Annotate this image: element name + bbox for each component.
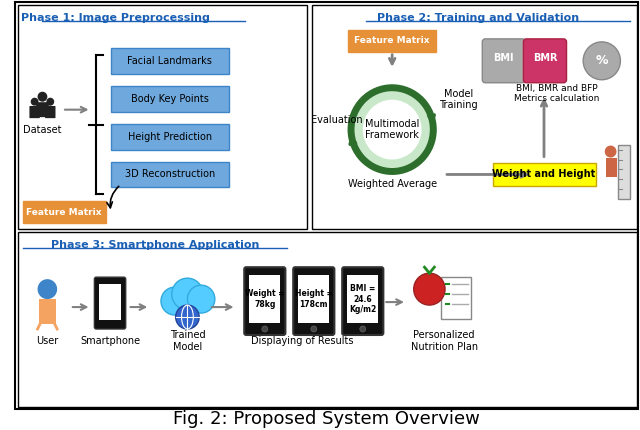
- Circle shape: [38, 92, 47, 101]
- Text: %: %: [596, 54, 608, 68]
- Text: Feature Matrix: Feature Matrix: [355, 37, 430, 46]
- Circle shape: [583, 42, 620, 80]
- Text: 3D Reconstruction: 3D Reconstruction: [125, 169, 215, 179]
- Bar: [111, 86, 228, 112]
- Circle shape: [311, 326, 317, 332]
- Circle shape: [351, 88, 433, 172]
- Text: Height =
178cm: Height = 178cm: [295, 289, 333, 309]
- Circle shape: [363, 100, 422, 160]
- Text: Facial Landmarks: Facial Landmarks: [127, 56, 212, 66]
- Text: Dataset: Dataset: [23, 125, 61, 135]
- Circle shape: [172, 278, 203, 310]
- Circle shape: [413, 273, 445, 305]
- Text: Evaluation: Evaluation: [310, 115, 362, 125]
- Text: Smartphone: Smartphone: [80, 336, 140, 346]
- FancyBboxPatch shape: [29, 106, 40, 118]
- Bar: [111, 124, 228, 150]
- Bar: [18, 232, 637, 407]
- Circle shape: [262, 326, 268, 332]
- Text: BMI =
24.6
Kg/m2: BMI = 24.6 Kg/m2: [349, 284, 376, 314]
- Text: Feature Matrix: Feature Matrix: [26, 208, 102, 217]
- Text: BMR: BMR: [532, 53, 557, 63]
- FancyBboxPatch shape: [244, 267, 285, 335]
- FancyBboxPatch shape: [293, 267, 334, 335]
- Bar: [493, 163, 596, 187]
- FancyBboxPatch shape: [36, 102, 49, 117]
- Text: Fig. 2: Proposed System Overview: Fig. 2: Proposed System Overview: [173, 410, 480, 428]
- Bar: [111, 48, 228, 74]
- Text: Weight =
78kg: Weight = 78kg: [245, 289, 285, 309]
- Bar: [605, 157, 618, 178]
- Bar: [312, 5, 637, 229]
- Text: Multimodal
Framework: Multimodal Framework: [365, 119, 419, 141]
- Bar: [298, 275, 330, 323]
- Bar: [23, 201, 106, 223]
- Bar: [111, 162, 228, 187]
- Text: Weighted Average: Weighted Average: [348, 179, 436, 190]
- Text: Trained
Model: Trained Model: [170, 330, 205, 352]
- Bar: [18, 5, 307, 229]
- Text: Weight and Height: Weight and Height: [492, 169, 596, 179]
- Text: Phase 2: Training and Validation: Phase 2: Training and Validation: [378, 13, 579, 23]
- Text: Height Prediction: Height Prediction: [128, 132, 212, 141]
- Circle shape: [360, 326, 365, 332]
- FancyBboxPatch shape: [524, 39, 566, 83]
- FancyBboxPatch shape: [94, 277, 125, 329]
- FancyBboxPatch shape: [342, 267, 383, 335]
- Text: Model
Training: Model Training: [440, 89, 478, 111]
- Text: BMI: BMI: [493, 53, 514, 63]
- Bar: [348, 30, 436, 52]
- Circle shape: [46, 98, 54, 106]
- Bar: [38, 299, 56, 324]
- Bar: [441, 277, 470, 319]
- Circle shape: [38, 279, 57, 299]
- Circle shape: [175, 305, 199, 329]
- Text: Body Key Points: Body Key Points: [131, 94, 209, 104]
- Text: Phase 1: Image Preprocessing: Phase 1: Image Preprocessing: [22, 13, 211, 23]
- Circle shape: [605, 146, 616, 157]
- Circle shape: [188, 285, 215, 313]
- Bar: [618, 144, 630, 200]
- FancyBboxPatch shape: [45, 106, 56, 118]
- Text: User: User: [36, 336, 58, 346]
- Bar: [347, 275, 378, 323]
- FancyBboxPatch shape: [483, 39, 525, 83]
- Text: Displaying of Results: Displaying of Results: [251, 336, 353, 346]
- Bar: [99, 284, 121, 320]
- Text: BMI, BMR and BFP
Metrics calculation: BMI, BMR and BFP Metrics calculation: [514, 84, 600, 104]
- Text: Personalized
Nutrition Plan: Personalized Nutrition Plan: [410, 330, 477, 352]
- Text: Phase 3: Smartphone Application: Phase 3: Smartphone Application: [51, 240, 259, 250]
- Circle shape: [31, 98, 38, 106]
- Bar: [249, 275, 280, 323]
- Circle shape: [161, 287, 188, 315]
